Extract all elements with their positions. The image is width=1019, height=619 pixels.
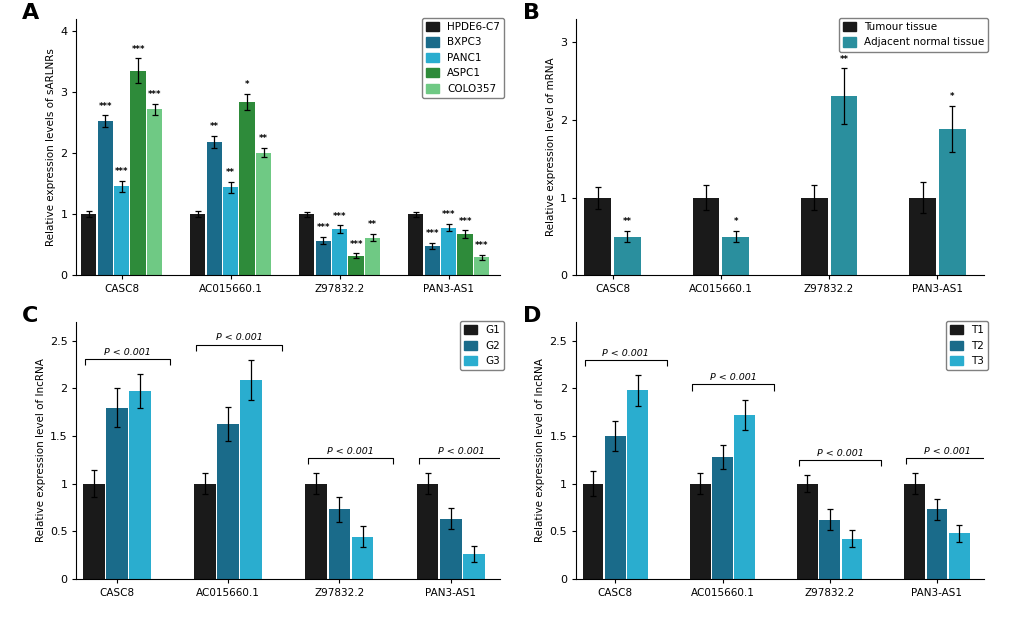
Bar (627, 391, 647, 579)
Text: *: * (733, 217, 737, 227)
Y-axis label: Relative expression level of lncRNA: Relative expression level of lncRNA (36, 358, 46, 542)
Bar (474, 257, 489, 275)
Bar (256, 152, 271, 275)
Legend: T1, T2, T3: T1, T2, T3 (946, 321, 987, 370)
Bar (800, 197, 826, 275)
Text: B: B (523, 3, 540, 23)
Bar (582, 483, 603, 579)
Bar (331, 229, 346, 275)
Text: ***: *** (148, 90, 161, 99)
Text: **: ** (623, 217, 631, 227)
Bar (721, 236, 748, 275)
Bar (584, 197, 610, 275)
Text: ***: *** (348, 240, 363, 249)
Y-axis label: Relative expression level of mRNA: Relative expression level of mRNA (545, 58, 555, 236)
Bar (908, 197, 935, 275)
Bar (81, 214, 96, 275)
Bar (604, 436, 625, 579)
Text: A: A (21, 3, 39, 23)
Text: P < 0.001: P < 0.001 (438, 447, 484, 456)
Text: **: ** (839, 54, 848, 64)
Text: P < 0.001: P < 0.001 (709, 373, 756, 383)
Text: ***: *** (332, 212, 346, 221)
Text: C: C (21, 306, 38, 326)
Text: **: ** (259, 134, 268, 143)
Text: ***: *** (425, 230, 438, 238)
Text: **: ** (210, 123, 218, 131)
Bar (114, 186, 129, 275)
Legend: HPDE6-C7, BXPC3, PANC1, ASPC1, COLO357: HPDE6-C7, BXPC3, PANC1, ASPC1, COLO357 (422, 17, 503, 98)
Text: ***: *** (474, 241, 488, 250)
Bar (796, 483, 817, 579)
Text: P < 0.001: P < 0.001 (816, 449, 863, 457)
Bar (130, 71, 146, 275)
Bar (417, 483, 438, 579)
Text: P < 0.001: P < 0.001 (602, 348, 648, 358)
Bar (829, 97, 856, 275)
Text: **: ** (368, 220, 377, 229)
Bar (818, 520, 840, 579)
Text: P < 0.001: P < 0.001 (326, 447, 373, 456)
Bar (194, 483, 216, 579)
Bar (299, 214, 314, 275)
Bar (348, 256, 364, 275)
Bar (904, 483, 924, 579)
Bar (711, 457, 733, 579)
Bar (223, 188, 238, 275)
Text: ***: *** (131, 45, 145, 54)
Bar (365, 238, 380, 275)
Bar (305, 483, 327, 579)
Bar (925, 509, 947, 579)
Bar (190, 214, 205, 275)
Bar (239, 102, 255, 275)
Bar (841, 539, 862, 579)
Bar (408, 214, 423, 275)
Bar (315, 241, 330, 275)
Bar (98, 121, 113, 275)
Bar (240, 380, 262, 579)
Bar (147, 109, 162, 275)
Bar (129, 391, 151, 579)
Text: ***: *** (115, 167, 128, 176)
Text: D: D (523, 306, 541, 326)
Text: ***: *** (316, 223, 329, 232)
Bar (734, 415, 754, 579)
Text: P < 0.001: P < 0.001 (923, 447, 970, 456)
Bar (692, 197, 718, 275)
Bar (352, 537, 373, 579)
Bar (948, 533, 969, 579)
Text: P < 0.001: P < 0.001 (104, 348, 151, 357)
Bar (206, 142, 221, 275)
Bar (106, 407, 127, 579)
Bar (217, 423, 238, 579)
Legend: Tumour tissue, Adjacent normal tissue: Tumour tissue, Adjacent normal tissue (838, 17, 987, 51)
Text: *: * (949, 92, 954, 101)
Text: ***: *** (458, 217, 472, 225)
Bar (328, 509, 350, 579)
Bar (439, 519, 461, 579)
Text: ***: *** (98, 102, 112, 111)
Bar (440, 228, 455, 275)
Text: ***: *** (441, 210, 454, 220)
Text: *: * (245, 80, 249, 89)
Bar (424, 246, 439, 275)
Text: P < 0.001: P < 0.001 (215, 334, 262, 342)
Y-axis label: Relative expression level of lncRNA: Relative expression level of lncRNA (535, 358, 545, 542)
Bar (937, 129, 965, 275)
Bar (463, 554, 484, 579)
Text: **: ** (226, 168, 235, 177)
Bar (613, 236, 640, 275)
Bar (83, 483, 105, 579)
Legend: G1, G2, G3: G1, G2, G3 (460, 321, 503, 370)
Y-axis label: Relative expression levels of sARLNRs: Relative expression levels of sARLNRs (46, 48, 56, 246)
Bar (689, 483, 710, 579)
Bar (457, 234, 472, 275)
